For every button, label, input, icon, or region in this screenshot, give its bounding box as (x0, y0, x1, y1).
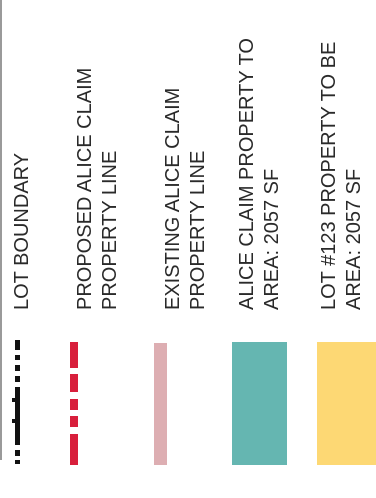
lot-boundary-label-line-1: LOT BOUNDARY (11, 152, 33, 310)
proposed-property-line-swatch (70, 342, 78, 465)
existing-property-line-label-line-2: PROPERTY LINE (187, 150, 209, 310)
left-border-line (0, 0, 2, 460)
lot-boundary-label: LOT BOUNDARY (10, 153, 35, 310)
existing-property-line-label: EXISTING ALICE CLAIM PROPERTY LINE (161, 88, 211, 310)
lot-boundary-swatch (12, 340, 20, 464)
proposed-property-line-label-line-2: PROPERTY LINE (99, 150, 121, 310)
alice-claim-property-label-line-1: ALICE CLAIM PROPERTY TO (236, 38, 258, 310)
alice-claim-property-swatch (232, 342, 287, 465)
existing-property-line-swatch (154, 343, 167, 465)
lot-123-property-label: LOT #123 PROPERTY TO BE AREA: 2057 SF (317, 42, 367, 310)
lot-123-property-swatch (317, 342, 376, 465)
lot-123-property-label-line-1: LOT #123 PROPERTY TO BE (318, 41, 340, 310)
alice-claim-property-label: ALICE CLAIM PROPERTY TO AREA: 2057 SF (235, 38, 285, 310)
proposed-property-line-label-line-1: PROPOSED ALICE CLAIM (74, 67, 96, 310)
existing-property-line-label-line-1: EXISTING ALICE CLAIM (162, 87, 184, 310)
proposed-property-line-label: PROPOSED ALICE CLAIM PROPERTY LINE (73, 68, 123, 310)
alice-claim-property-label-line-2: AREA: 2057 SF (261, 168, 283, 310)
lot-123-property-label-line-2: AREA: 2057 SF (343, 168, 365, 310)
